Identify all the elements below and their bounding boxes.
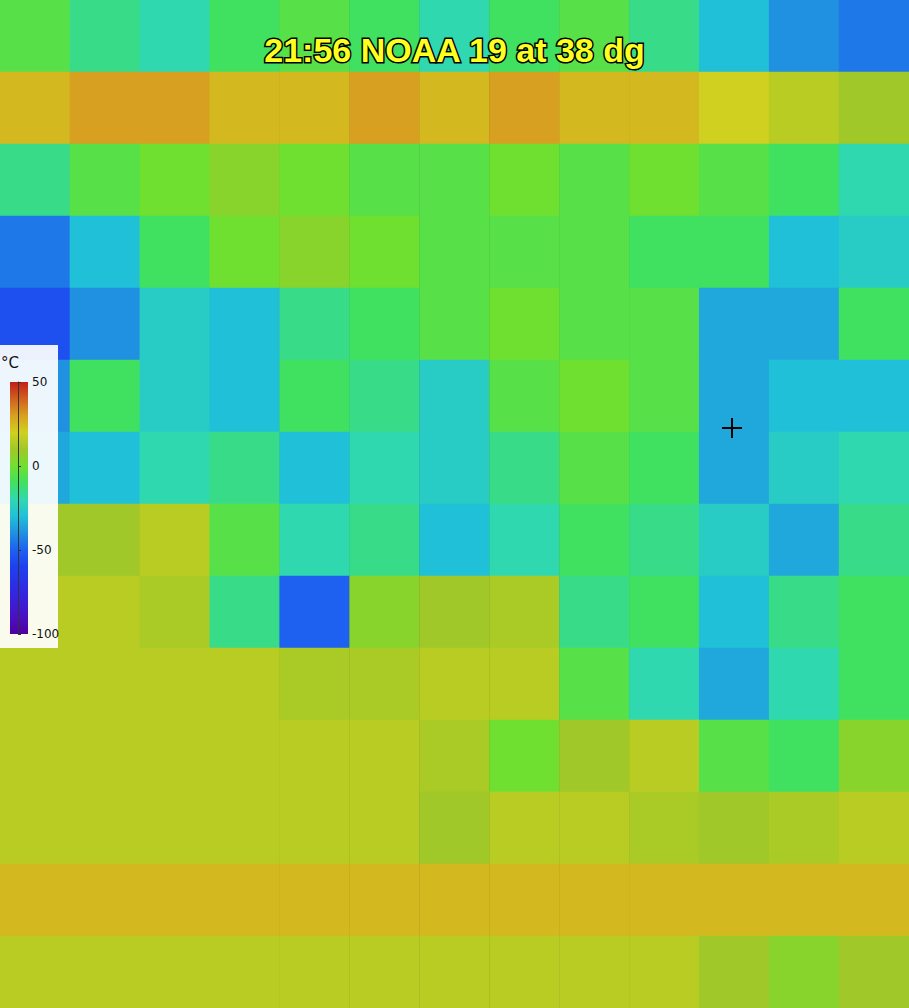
svg-text:21:56 NOAA 19 at 38 dg: 21:56 NOAA 19 at 38 dg	[264, 31, 644, 69]
svg-text:°C: °C	[1, 354, 19, 372]
svg-text:-50: -50	[32, 543, 52, 557]
svg-text:-100: -100	[32, 627, 59, 641]
svg-text:0: 0	[32, 459, 40, 473]
svg-text:50: 50	[32, 375, 47, 389]
